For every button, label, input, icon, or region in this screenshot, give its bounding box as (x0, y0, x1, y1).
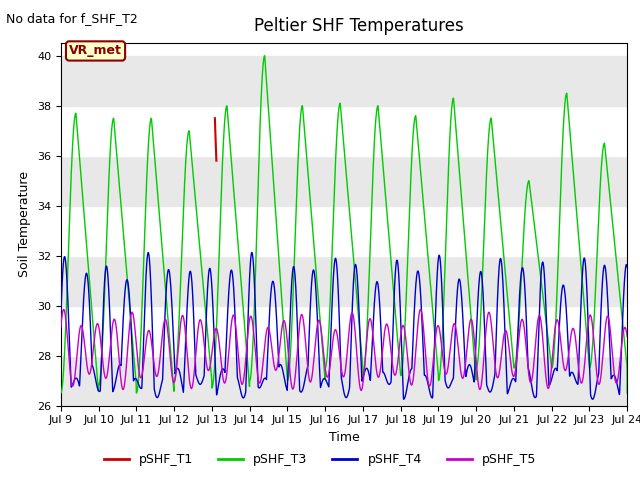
Text: No data for f_SHF_T2: No data for f_SHF_T2 (6, 12, 138, 25)
Text: VR_met: VR_met (69, 45, 122, 58)
Legend: pSHF_T1, pSHF_T3, pSHF_T4, pSHF_T5: pSHF_T1, pSHF_T3, pSHF_T4, pSHF_T5 (99, 448, 541, 471)
Bar (61, 256, 627, 306)
Bar (61, 156, 627, 205)
Text: Peltier SHF Temperatures: Peltier SHF Temperatures (253, 17, 463, 35)
Y-axis label: Soil Temperature: Soil Temperature (19, 171, 31, 277)
Bar (61, 56, 627, 106)
Bar (61, 205, 627, 256)
Bar (61, 306, 627, 356)
Bar (61, 106, 627, 156)
Bar (61, 356, 627, 406)
X-axis label: Time: Time (328, 431, 360, 444)
